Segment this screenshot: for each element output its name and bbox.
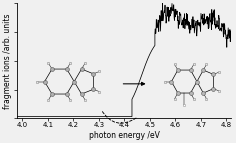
Y-axis label: fragment ions /arb. units: fragment ions /arb. units — [4, 13, 13, 109]
X-axis label: photon energy /eV: photon energy /eV — [89, 131, 160, 140]
